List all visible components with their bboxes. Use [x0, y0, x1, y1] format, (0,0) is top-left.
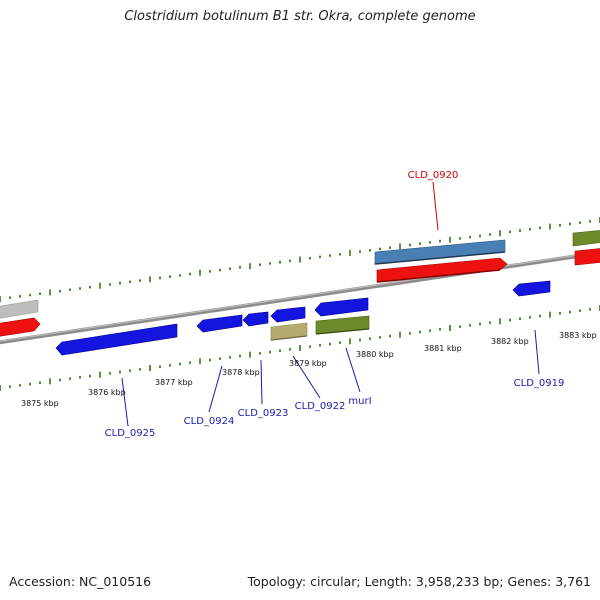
- lower-tick-track: [0, 305, 600, 391]
- kbp-label-3875: 3875 kbp: [21, 399, 59, 408]
- kbp-label-3877: 3877 kbp: [155, 378, 193, 387]
- gene-cld0920-edge: [374, 251, 506, 265]
- gene-gray-left[interactable]: [0, 299, 39, 319]
- kbp-label-3881: 3881 kbp: [424, 344, 462, 353]
- gene-label-muri[interactable]: murI: [348, 396, 371, 407]
- gene-cld0923[interactable]: [242, 311, 269, 327]
- leader-cld0923: [260, 359, 263, 405]
- topology-text: Topology: circular; Length: 3,958,233 bp…: [247, 574, 591, 589]
- kbp-label-3876: 3876 kbp: [88, 388, 126, 397]
- gene-olive-bottom-edge: [315, 328, 370, 335]
- gene-label-cld0922[interactable]: CLD_0922: [295, 401, 346, 412]
- gene-label-cld0919[interactable]: CLD_0919: [514, 378, 565, 389]
- gene-cld0925[interactable]: [55, 323, 178, 356]
- leader-cld0920: [432, 181, 439, 231]
- kbp-label-3883: 3883 kbp: [559, 331, 597, 340]
- gene-cld0924[interactable]: [196, 314, 243, 333]
- gene-label-cld0924[interactable]: CLD_0924: [184, 416, 235, 427]
- leader-cld0925: [121, 377, 129, 427]
- leader-cld0919: [534, 329, 540, 375]
- kbp-label-3880: 3880 kbp: [356, 350, 394, 359]
- gene-cld0922[interactable]: [270, 306, 306, 323]
- kbp-label-3879: 3879 kbp: [289, 359, 327, 368]
- gene-label-cld0920[interactable]: CLD_0920: [408, 170, 459, 181]
- upper-tick-track: [0, 217, 600, 302]
- gene-red-right[interactable]: [376, 257, 508, 283]
- gene-red-right-edge: [376, 269, 501, 283]
- gene-cld0919[interactable]: [512, 280, 551, 297]
- kbp-label-3882: 3882 kbp: [491, 337, 529, 346]
- gene-olive-top-right[interactable]: [572, 230, 600, 247]
- gene-khaki-edge: [270, 335, 308, 341]
- gene-red-left[interactable]: [0, 317, 41, 337]
- leader-cld0922: [292, 355, 321, 399]
- kbp-label-3878: 3878 kbp: [222, 368, 260, 377]
- gene-red-top-right[interactable]: [574, 248, 600, 266]
- leader-muri: [345, 347, 361, 393]
- accession-text: Accession: NC_010516: [9, 574, 152, 589]
- gene-label-cld0923[interactable]: CLD_0923: [238, 408, 289, 419]
- leader-cld0924: [208, 365, 223, 413]
- gene-muri[interactable]: [314, 297, 369, 317]
- map-title: Clostridium botulinum B1 str. Okra, comp…: [124, 9, 476, 24]
- gene-label-cld0925[interactable]: CLD_0925: [105, 428, 156, 439]
